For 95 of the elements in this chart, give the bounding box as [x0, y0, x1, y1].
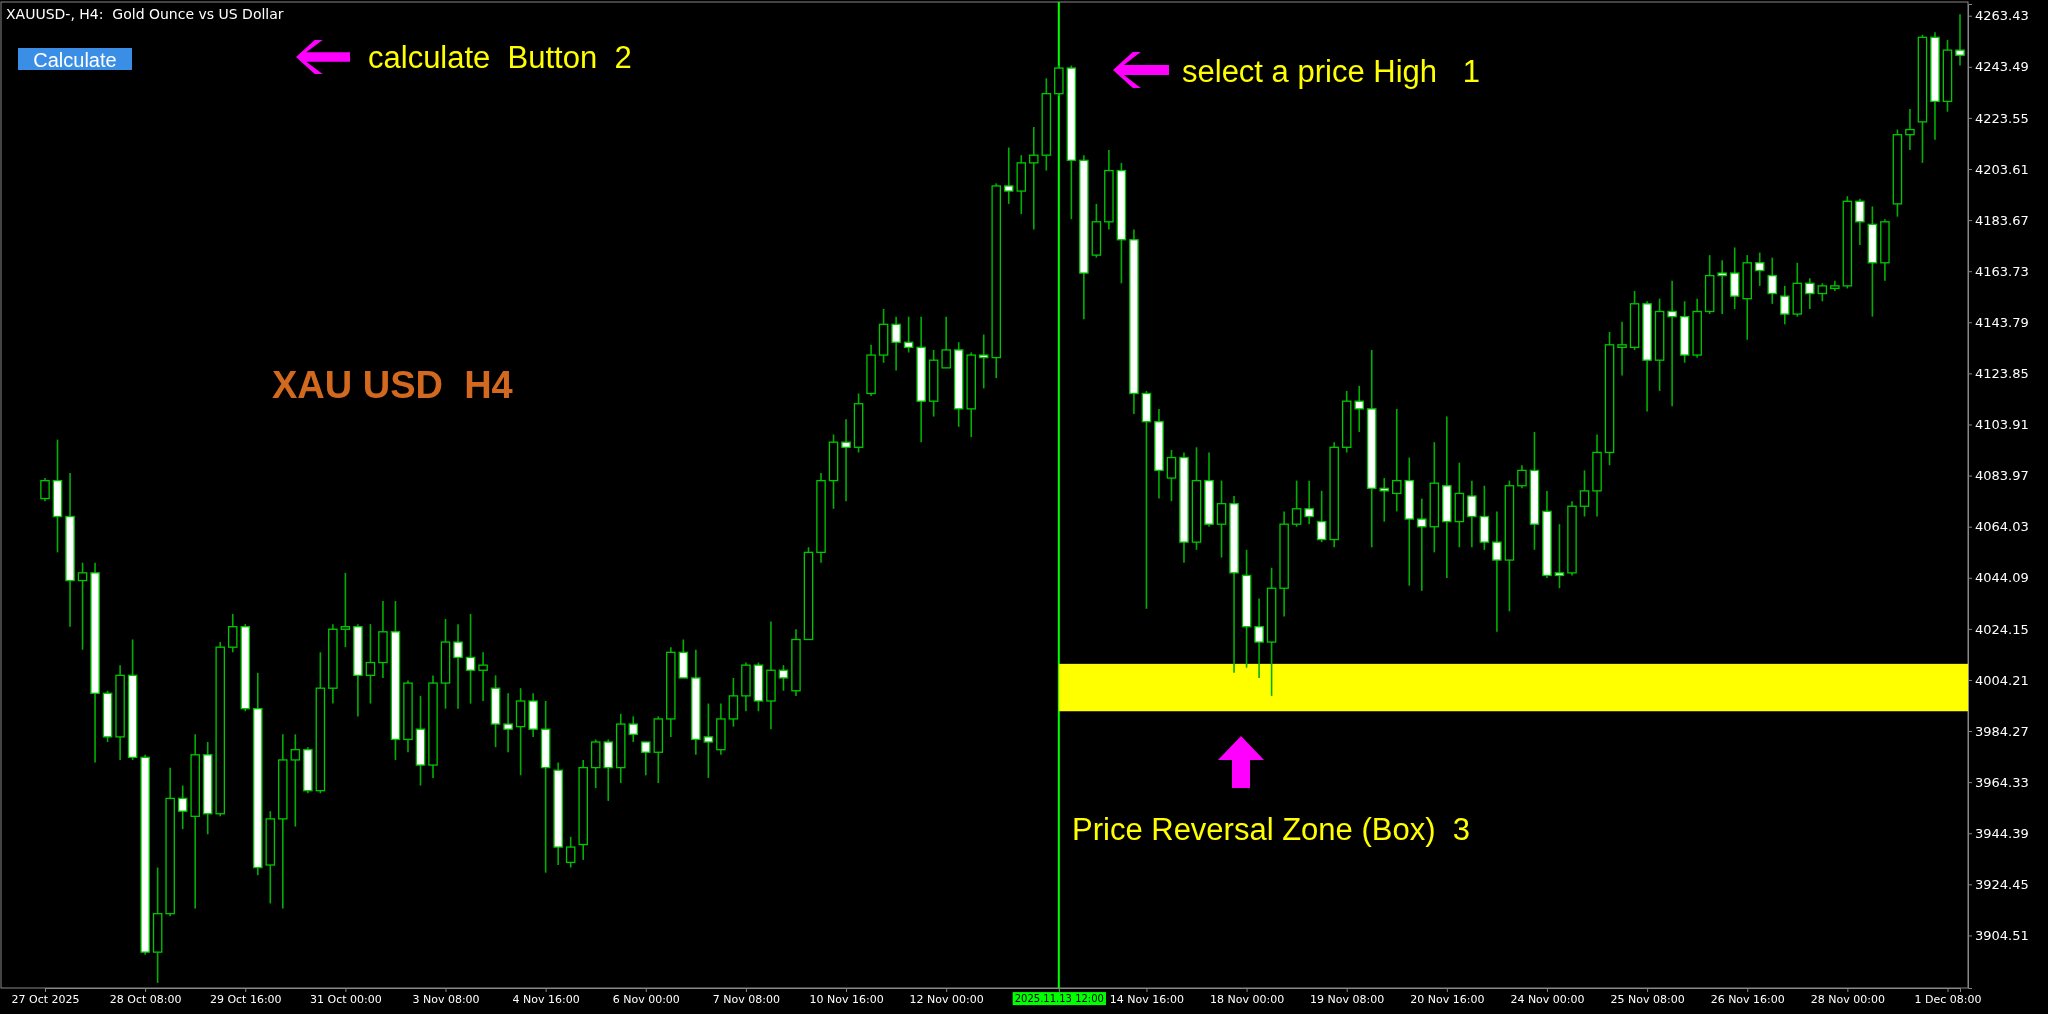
- x-tick-label: 2025.11.13 12:00: [1014, 993, 1104, 1005]
- x-tick-label: 26 Nov 16:00: [1710, 992, 1785, 1006]
- x-tick-label: 14 Nov 16:00: [1109, 992, 1185, 1006]
- x-tick-label: 1 Dec 08:00: [1914, 992, 1982, 1006]
- x-tick-label: 28 Nov 00:00: [1810, 992, 1885, 1006]
- candlestick: [565, 836, 576, 869]
- candlestick: [1417, 497, 1427, 592]
- x-tick-label: 31 Oct 00:00: [310, 992, 382, 1006]
- candlestick: [1304, 479, 1314, 525]
- candlestick: [1905, 108, 1915, 151]
- candlestick: [1554, 523, 1565, 590]
- x-tick-label: 3 Nov 08:00: [412, 992, 480, 1006]
- x-tick-label: 25 Nov 08:00: [1610, 992, 1685, 1006]
- y-tick-label: 4083.97: [1975, 468, 2029, 484]
- candlestick: [1767, 256, 1778, 305]
- candlestick: [941, 315, 951, 369]
- candlestick: [1467, 479, 1477, 549]
- candlestick: [1029, 126, 1039, 231]
- candlestick: [1754, 251, 1765, 287]
- candlestick: [465, 613, 476, 705]
- y-tick-label: 4004.21: [1975, 672, 2029, 688]
- candlestick: [978, 333, 989, 390]
- candlestick: [841, 418, 851, 502]
- y-tick-label: 4123.85: [1975, 366, 2029, 382]
- y-tick-label: 4143.79: [1975, 314, 2029, 330]
- x-tick-label: 6 Nov 00:00: [612, 992, 680, 1006]
- y-tick-label: 4044.09: [1975, 570, 2029, 586]
- candlestick: [1166, 449, 1177, 502]
- candlestick: [1391, 408, 1402, 513]
- annotation: Calculate: [33, 49, 117, 71]
- annotation: XAU USD H4: [272, 364, 513, 406]
- y-tick-label: 3964.33: [1975, 774, 2029, 790]
- candlestick: [1379, 477, 1390, 523]
- candlestick: [177, 784, 188, 830]
- candlestick: [1216, 479, 1227, 559]
- y-tick-label: 4064.03: [1975, 519, 2029, 535]
- candlestick: [1717, 259, 1727, 315]
- candlestick: [77, 561, 88, 651]
- annotation: calculate Button 2: [368, 40, 632, 75]
- x-tick-label: 19 Nov 08:00: [1310, 992, 1385, 1006]
- y-tick-label: 4183.67: [1975, 212, 2029, 228]
- candlestick: [1354, 385, 1364, 433]
- y-tick-label: 3944.39: [1975, 825, 2029, 841]
- candlestick: [453, 623, 463, 710]
- candlestick: [227, 613, 238, 654]
- candlestick: [290, 733, 301, 828]
- y-tick-label: 3904.51: [1975, 928, 2029, 944]
- y-tick-label: 4263.43: [1975, 8, 2029, 24]
- y-tick-label: 4203.61: [1975, 161, 2029, 177]
- y-tick-label: 4103.91: [1975, 417, 2029, 433]
- candlestick: [1855, 197, 1865, 246]
- candlestick: [1805, 277, 1815, 310]
- candlestick: [641, 741, 651, 777]
- candlestick: [1667, 279, 1677, 408]
- annotation: Price Reversal Zone (Box) 3: [1072, 812, 1470, 847]
- candlestick: [1003, 146, 1014, 205]
- candlestick: [1316, 490, 1327, 543]
- candlestick: [703, 702, 714, 779]
- candlestick: [1617, 320, 1627, 377]
- y-tick-label: 4243.49: [1975, 59, 2029, 75]
- candlestick: [340, 572, 351, 648]
- x-tick-label: 27 Oct 2025: [11, 992, 80, 1006]
- x-tick-label: 10 Nov 16:00: [809, 992, 884, 1006]
- annotation: select a price High 1: [1182, 54, 1481, 89]
- candlestick: [1492, 510, 1502, 633]
- candlestick: [1579, 469, 1590, 518]
- candlestick: [478, 651, 488, 702]
- chart-title: XAUUSD-, H4: Gold Ounce vs US Dollar: [6, 6, 284, 22]
- x-tick-label: 12 Nov 00:00: [909, 992, 984, 1006]
- candlestick: [1955, 13, 1965, 67]
- y-tick-label: 3984.27: [1975, 723, 2029, 739]
- candlestick: [1291, 479, 1302, 528]
- x-tick-label: 7 Nov 08:00: [712, 992, 780, 1006]
- x-tick-label: 4 Nov 16:00: [512, 992, 580, 1006]
- y-tick-label: 4163.73: [1975, 263, 2029, 279]
- candlestick: [778, 664, 789, 692]
- candlestick: [903, 315, 914, 354]
- candlestick: [1517, 464, 1527, 490]
- candlestick: [1779, 285, 1790, 326]
- candlestick: [628, 715, 639, 743]
- candlestick: [40, 477, 50, 502]
- candlestick: [503, 692, 513, 754]
- y-tick-label: 4024.15: [1975, 621, 2029, 637]
- y-tick-label: 3924.45: [1975, 877, 2029, 893]
- candlestick: [1254, 597, 1264, 679]
- y-tick-label: 4223.55: [1975, 110, 2029, 126]
- candlestick: [728, 677, 739, 728]
- x-tick-label: 24 Nov 00:00: [1510, 992, 1585, 1006]
- x-tick-label: 20 Nov 16:00: [1410, 992, 1485, 1006]
- candlestick: [365, 623, 376, 705]
- candlestick: [891, 315, 901, 372]
- x-tick-label: 18 Nov 00:00: [1209, 992, 1285, 1006]
- x-tick-label: 28 Oct 08:00: [109, 992, 182, 1006]
- candlestick: [1729, 246, 1740, 310]
- x-tick-label: 29 Oct 16:00: [209, 992, 282, 1006]
